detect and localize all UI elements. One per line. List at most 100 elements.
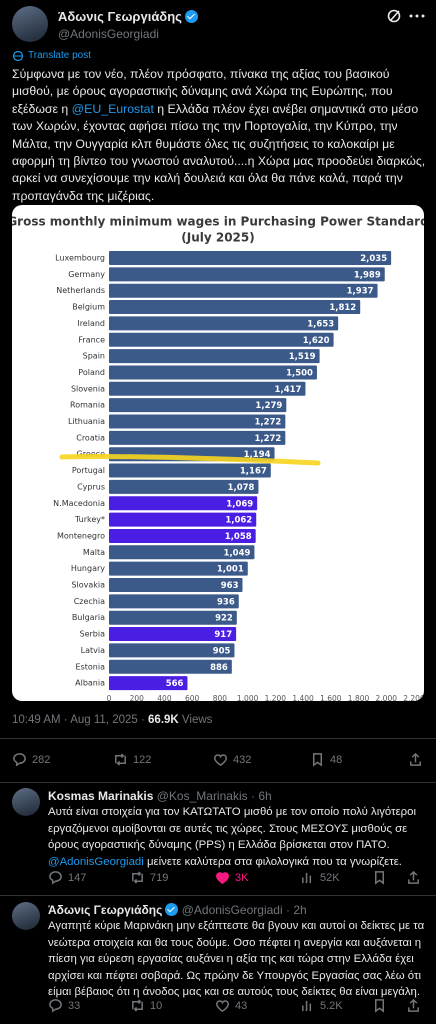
x-tick-label: 1,400 <box>292 694 314 701</box>
bar <box>109 349 320 364</box>
mention[interactable]: @EU_Eurostat <box>71 101 154 116</box>
category-label: Croatia <box>76 433 105 442</box>
text: Σύμφωνα με τον νέο, πλέον πρόσφατο, πίνα… <box>12 67 393 116</box>
avatar[interactable] <box>12 902 40 930</box>
value-label: 1,272 <box>254 434 281 444</box>
author-name[interactable]: Άδωνις Γεωργιάδης <box>48 903 163 917</box>
author-name[interactable]: Άδωνις Γεωργιάδης <box>58 9 182 24</box>
x-tick-label: 0 <box>107 694 112 701</box>
value-label: 936 <box>217 597 235 607</box>
translate-link[interactable]: Translate post <box>28 50 91 61</box>
bar <box>109 528 256 543</box>
grok-icon[interactable] <box>386 8 402 24</box>
reply-button[interactable]: 282 <box>12 752 50 767</box>
bookmark-button[interactable] <box>372 998 387 1013</box>
views-label: Views <box>181 714 213 726</box>
category-label: Lithuania <box>68 417 105 426</box>
x-tick-label: 2,000 <box>376 694 398 701</box>
bar <box>109 545 255 560</box>
separator: · <box>140 714 145 726</box>
category-label: France <box>78 335 105 344</box>
value-label: 2,035 <box>360 254 387 264</box>
category-label: Netherlands <box>56 286 105 295</box>
value-label: 886 <box>210 663 228 673</box>
bar <box>109 381 306 396</box>
author-name[interactable]: Kosmas Marinakis <box>48 789 154 803</box>
bookmark-button[interactable] <box>372 870 387 885</box>
share-button[interactable] <box>408 752 423 767</box>
share-button[interactable] <box>406 998 421 1013</box>
separator: · <box>250 789 255 803</box>
bookmark-button[interactable]: 48 <box>310 752 342 767</box>
text: η Ελλάδα πλέον έχει ανέβει σημαντικά στο… <box>12 101 426 203</box>
divider <box>0 738 436 739</box>
time: 10:49 AM <box>12 714 61 726</box>
bar <box>109 578 243 592</box>
separator: · <box>285 903 290 917</box>
value-label: 1,937 <box>347 287 374 297</box>
views-count: 66.9K <box>148 714 179 726</box>
views-button[interactable]: 5.2K <box>300 998 343 1013</box>
bar <box>109 463 271 478</box>
bar <box>109 561 248 576</box>
x-tick-label: 1,800 <box>348 694 370 701</box>
category-label: Germany <box>68 270 105 279</box>
text: μείνετε καλύτερα στα φιλολογικά που τα γ… <box>143 855 402 868</box>
handle[interactable]: @AdonisGeorgiadi <box>181 903 283 917</box>
bar <box>109 267 385 282</box>
reply-button[interactable]: 33 <box>48 998 80 1013</box>
highlight-stroke <box>59 453 321 466</box>
share-button[interactable] <box>406 870 421 885</box>
repost-button[interactable]: 122 <box>113 752 151 767</box>
more-icon[interactable] <box>408 8 426 24</box>
category-label: Portugal <box>72 466 105 475</box>
x-tick-label: 1,600 <box>320 694 342 701</box>
category-label: Poland <box>78 368 105 377</box>
divider <box>0 782 436 783</box>
chart-title: Gross monthly minimum wages in Purchasin… <box>12 215 424 229</box>
repost-button[interactable]: 719 <box>130 870 168 885</box>
value-label: 922 <box>215 614 233 624</box>
avatar[interactable] <box>12 6 48 42</box>
category-label: Albania <box>75 679 105 688</box>
bar <box>109 251 392 265</box>
like-button[interactable]: 432 <box>213 752 251 767</box>
bar <box>109 316 339 331</box>
value-label: 1,272 <box>254 418 281 428</box>
views-button[interactable]: 52K <box>300 870 340 885</box>
category-label: N.Macedonia <box>53 499 105 508</box>
repost-count: 719 <box>150 871 169 884</box>
category-label: Turkey* <box>74 515 105 524</box>
category-label: Slovakia <box>71 581 105 590</box>
handle[interactable]: @Kos_Marinakis <box>156 789 248 803</box>
reply-button[interactable]: 147 <box>48 870 86 885</box>
value-label: 1,989 <box>354 270 381 280</box>
repost-button[interactable]: 10 <box>130 998 162 1013</box>
value-label: 1,417 <box>275 385 302 395</box>
value-label: 1,500 <box>286 368 313 378</box>
mention[interactable]: @AdonisGeorgiadi <box>48 855 144 868</box>
value-label: 1,049 <box>224 548 251 558</box>
x-tick-label: 800 <box>213 694 228 701</box>
value-label: 1,001 <box>217 565 244 575</box>
post-image[interactable]: Gross monthly minimum wages in Purchasin… <box>12 205 424 701</box>
handle[interactable]: @AdonisGeorgiadi <box>58 27 159 41</box>
like-button[interactable]: 43 <box>215 998 247 1013</box>
x-tick-label: 200 <box>130 694 145 701</box>
value-label: 1,279 <box>255 401 282 411</box>
bar <box>109 610 237 625</box>
author-row: Άδωνις Γεωργιάδης <box>58 9 198 24</box>
like-button[interactable]: 3K <box>215 870 248 885</box>
avatar[interactable] <box>12 788 40 816</box>
post-meta: 10:49 AM · Aug 11, 2025 · 66.9K Views <box>12 714 212 726</box>
views-count: 52K <box>320 871 340 884</box>
value-label: 917 <box>214 630 232 640</box>
category-label: Luxembourg <box>55 254 105 263</box>
value-label: 1,167 <box>240 467 267 477</box>
bar <box>109 414 286 429</box>
value-label: 905 <box>213 646 231 656</box>
x-tick-label: 600 <box>185 694 200 701</box>
x-tick-label: 2,200 <box>403 694 424 701</box>
value-label: 1,194 <box>244 450 271 460</box>
